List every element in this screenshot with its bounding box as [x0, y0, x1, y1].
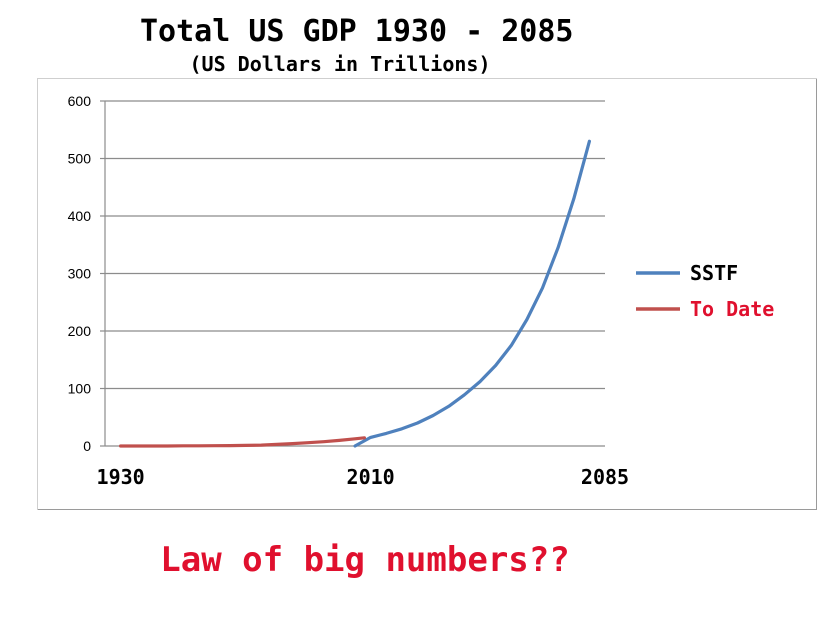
chart-title: Total US GDP 1930 - 2085 — [140, 14, 574, 49]
chart-frame-left-edge — [37, 78, 38, 510]
chart-subtitle: (US Dollars in Trillions) — [189, 52, 491, 76]
y-tick-label: 500 — [68, 151, 92, 167]
y-tick-label: 300 — [68, 266, 92, 282]
x-tick-label: 2010 — [347, 465, 395, 489]
series-line-to-date — [118, 436, 366, 448]
legend-label-to-date: To Date — [690, 297, 774, 321]
chart-frame — [37, 78, 817, 510]
y-tick-label: 0 — [83, 438, 91, 454]
y-tick-label: 600 — [68, 93, 92, 109]
y-tick-label: 400 — [68, 208, 92, 224]
chart-frame-top-edge — [37, 78, 817, 79]
footer-caption: Law of big numbers?? — [160, 540, 570, 580]
x-tick-label: 1930 — [97, 465, 145, 489]
y-tick-label: 100 — [68, 381, 92, 397]
x-tick-label: 2085 — [581, 465, 629, 489]
legend-label-sstf: SSTF — [690, 261, 738, 285]
y-tick-label: 200 — [68, 323, 92, 339]
series-line-sstf — [353, 139, 592, 448]
